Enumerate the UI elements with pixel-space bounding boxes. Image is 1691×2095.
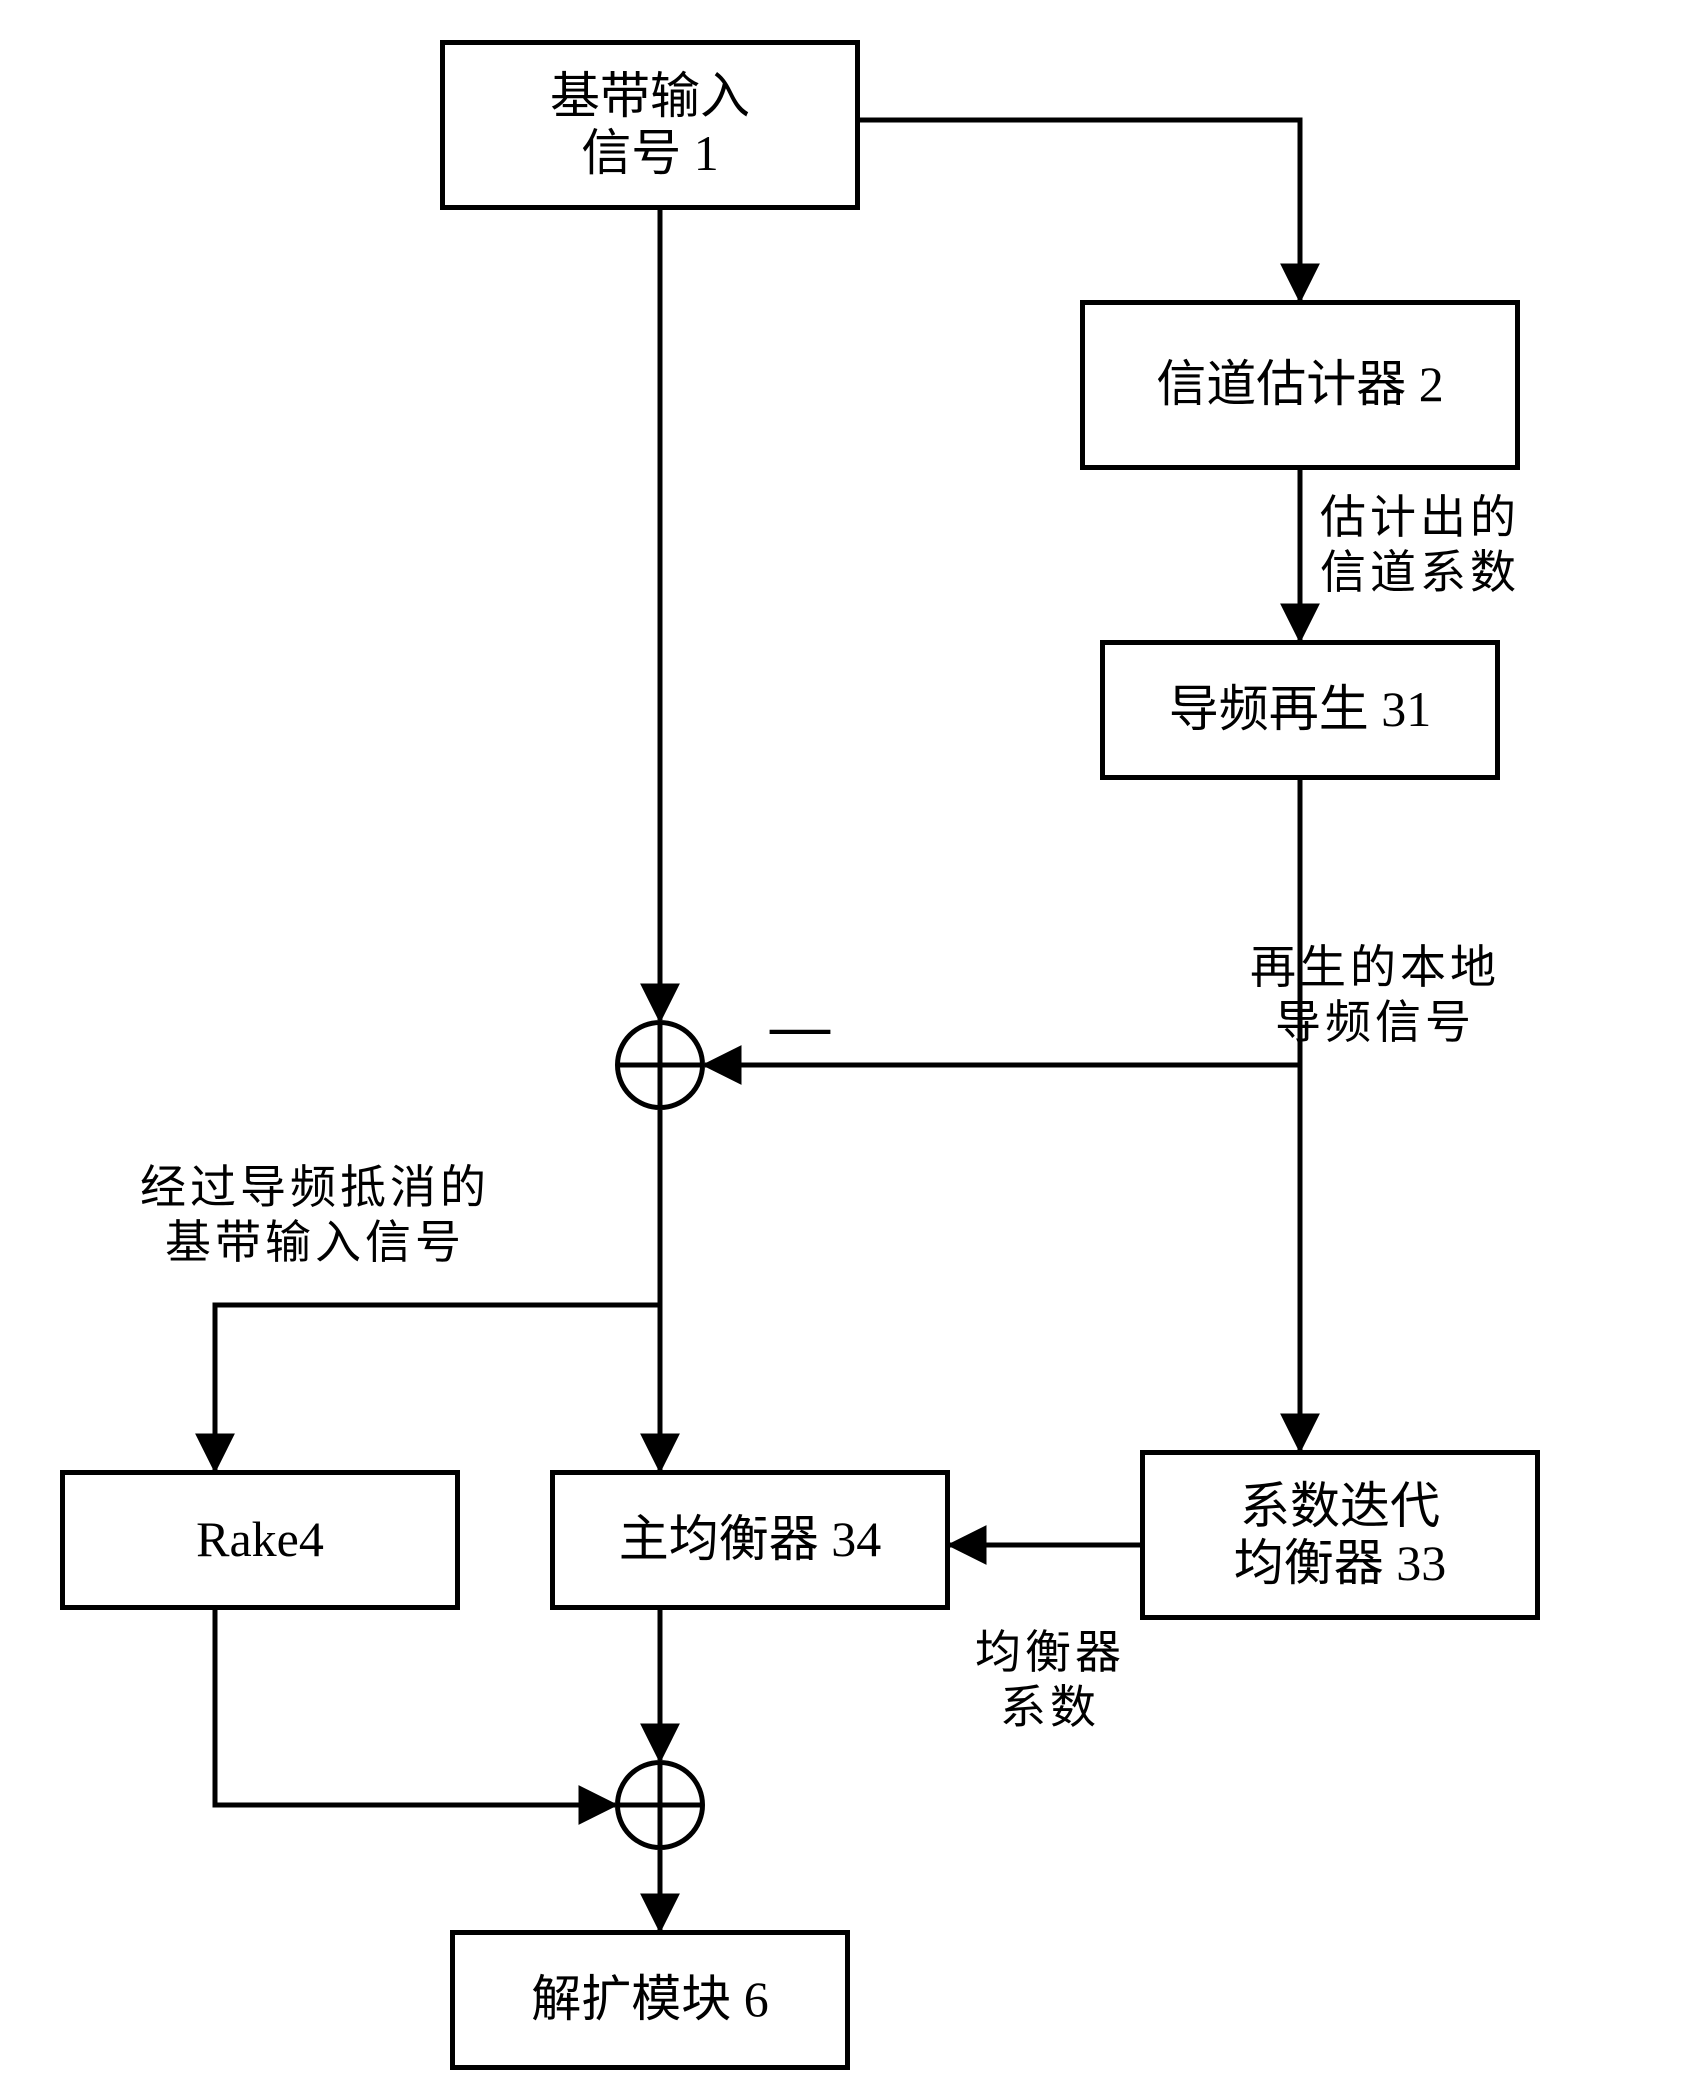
node-pilot-regen: 导频再生 31: [1100, 640, 1500, 780]
node-channel-estimator: 信道估计器 2: [1080, 300, 1520, 470]
node-label: 信道估计器 2: [1156, 356, 1444, 414]
node-label: 主均衡器 34: [619, 1511, 882, 1569]
edge-e_n4_s2: [215, 1610, 615, 1805]
edge-e_n1_n2: [860, 120, 1300, 300]
node-label: 导频再生 31: [1169, 681, 1432, 739]
summing-junction-add: [615, 1760, 705, 1850]
edge-label-estimated-coeff: 估计出的 信道系数: [1320, 490, 1520, 600]
node-rake: Rake4: [60, 1470, 460, 1610]
edge-label-regen-pilot: 再生的本地 导频信号: [1250, 940, 1500, 1050]
diagram-canvas: 基带输入 信号 1 信道估计器 2 导频再生 31 Rake4 主均衡器 34 …: [0, 0, 1691, 2095]
node-label: Rake4: [196, 1511, 324, 1569]
node-label: 基带输入 信号 1: [550, 68, 750, 183]
node-label: 系数迭代 均衡器 33: [1234, 1478, 1447, 1593]
edge-e_s1_n4: [215, 1305, 660, 1470]
summing-junction-subtract: [615, 1020, 705, 1110]
node-main-equalizer: 主均衡器 34: [550, 1470, 950, 1610]
node-label: 解扩模块 6: [531, 1971, 769, 2029]
node-coeff-iter-equalizer: 系数迭代 均衡器 33: [1140, 1450, 1540, 1620]
edge-label-eq-coeff: 均衡器 系数: [975, 1625, 1125, 1735]
edge-label-cancelled-baseband: 经过导频抵消的 基带输入信号: [140, 1160, 490, 1270]
node-baseband-input: 基带输入 信号 1: [440, 40, 860, 210]
minus-sign: —: [770, 990, 830, 1062]
node-despread: 解扩模块 6: [450, 1930, 850, 2070]
